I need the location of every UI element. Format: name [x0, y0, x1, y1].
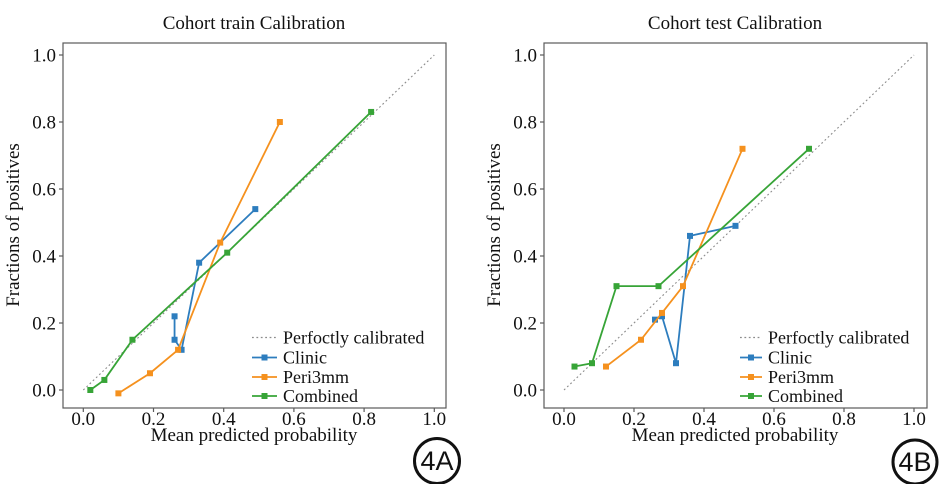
x-axis-label-test: Mean predicted probability — [632, 425, 839, 446]
x-tick-label: 0.2 — [142, 409, 166, 430]
y-tick-label: 0.4 — [513, 247, 537, 268]
data-point-clinic — [659, 313, 665, 320]
x-tick-label: 0.8 — [352, 409, 376, 430]
data-point-peri3mm — [680, 283, 686, 290]
y-tick-label: 0.8 — [32, 113, 56, 134]
plot-title-train: Cohort train Calibration — [163, 13, 346, 34]
data-point-clinic — [196, 259, 203, 266]
x-tick-label: 0.6 — [762, 409, 786, 430]
legend-label: Perfoctly calibrated — [768, 328, 909, 348]
y-tick-label: 0.8 — [513, 113, 537, 134]
data-point-combined — [129, 336, 136, 343]
y-tick-label: 0.4 — [32, 247, 56, 268]
legend-sample-marker — [261, 393, 268, 399]
y-tick-label: 0.2 — [32, 314, 56, 335]
figure-badge-4b: 4B — [891, 438, 939, 484]
data-point-combined — [87, 387, 94, 393]
calibration-plot-test: 0.0 0.2 0.4 0.6 0.8 1.0 0.0 0.2 0.4 0.6 0.8 1.0 Perf… — [513, 42, 928, 430]
series-line-clinic — [654, 224, 736, 364]
data-point-peri3mm — [659, 309, 665, 316]
legend-label: Peri3mm — [283, 367, 349, 387]
data-point-combined — [589, 360, 595, 367]
y-tick-label: 1.0 — [32, 46, 56, 67]
x-tick-label: 0.6 — [282, 409, 306, 430]
x-tick-label: 0.4 — [692, 409, 716, 430]
data-point-clinic — [732, 222, 739, 229]
y-tick-label: 1.0 — [513, 46, 537, 67]
plot-title-test: Cohort test Calibration — [648, 13, 823, 34]
data-point-peri3mm — [146, 370, 153, 377]
legend-label: Clinic — [768, 348, 812, 368]
y-axis-label-test: Fractions of positives — [484, 143, 505, 307]
legend-label: Perfoctly calibrated — [283, 328, 424, 348]
y-tick-label: 0.0 — [32, 381, 56, 402]
y-tick-label: 0.6 — [513, 180, 537, 201]
data-point-clinic — [178, 346, 185, 353]
data-point-combined — [571, 363, 578, 370]
series-line-combined — [89, 111, 372, 391]
legend: Perfoctly calibratedClinicPeri3mmCombine… — [740, 328, 909, 406]
legend-label: Peri3mm — [768, 367, 834, 387]
data-point-peri3mm — [739, 145, 746, 152]
data-point-clinic — [171, 313, 178, 320]
data-point-clinic — [673, 360, 679, 367]
data-point-combined — [806, 145, 812, 152]
data-point-combined — [224, 249, 231, 256]
x-tick-label: 0.0 — [71, 409, 95, 430]
badge-label: 4A — [420, 446, 453, 476]
legend-sample-marker — [748, 354, 754, 361]
data-point-peri3mm — [175, 346, 182, 353]
data-point-clinic — [687, 232, 693, 239]
x-tick-label: 0.0 — [552, 409, 576, 430]
legend-sample-marker — [261, 374, 268, 380]
calibration-plot-train: 0.0 0.2 0.4 0.6 0.8 1.0 0.0 0.2 0.4 0.6 0.8 1.0 Perf… — [32, 42, 447, 430]
plot-box — [62, 42, 447, 409]
legend-label: Clinic — [283, 348, 327, 368]
x-tick-label: 1.0 — [902, 409, 926, 430]
series-line-peri3mm — [117, 121, 281, 395]
y-tick-label: 0.6 — [32, 180, 56, 201]
plot-box — [543, 42, 928, 409]
data-point-combined — [368, 108, 375, 115]
data-point-clinic — [171, 336, 178, 343]
legend-sample-marker — [261, 354, 268, 361]
legend-label: Combined — [283, 386, 358, 406]
x-tick-label: 0.2 — [622, 409, 646, 430]
x-tick-label: 1.0 — [422, 409, 446, 430]
legend-sample-marker — [748, 374, 754, 380]
data-point-peri3mm — [217, 239, 224, 246]
data-point-combined — [101, 376, 108, 383]
data-point-combined — [613, 283, 620, 290]
data-point-combined — [655, 283, 662, 290]
y-tick-label: 0.2 — [513, 314, 537, 335]
x-tick-label: 0.4 — [212, 409, 236, 430]
plots-layer: 0.0 0.2 0.4 0.6 0.8 1.0 0.0 0.2 0.4 0.6 0.8 1.0 Perf… — [32, 42, 928, 430]
data-point-clinic — [652, 316, 658, 323]
series-line-peri3mm — [605, 148, 744, 368]
badge-circle — [891, 438, 939, 484]
legend-sample-marker — [748, 393, 754, 399]
perfectly-calibrated-line — [563, 54, 915, 391]
data-point-peri3mm — [115, 390, 122, 397]
legend-label: Combined — [768, 386, 843, 406]
y-tick-label: 0.0 — [513, 381, 537, 402]
figure-badge-4a: 4A — [413, 437, 461, 484]
data-point-peri3mm — [276, 119, 283, 125]
x-tick-label: 0.8 — [832, 409, 856, 430]
data-point-peri3mm — [603, 363, 609, 370]
y-axis-label-train: Fractions of positives — [3, 143, 24, 307]
data-point-clinic — [252, 206, 259, 213]
data-point-peri3mm — [638, 336, 644, 343]
x-axis-label-train: Mean predicted probability — [151, 425, 358, 446]
legend: Perfoctly calibratedClinicPeri3mmCombine… — [252, 328, 424, 406]
badge-label: 4B — [898, 447, 931, 477]
